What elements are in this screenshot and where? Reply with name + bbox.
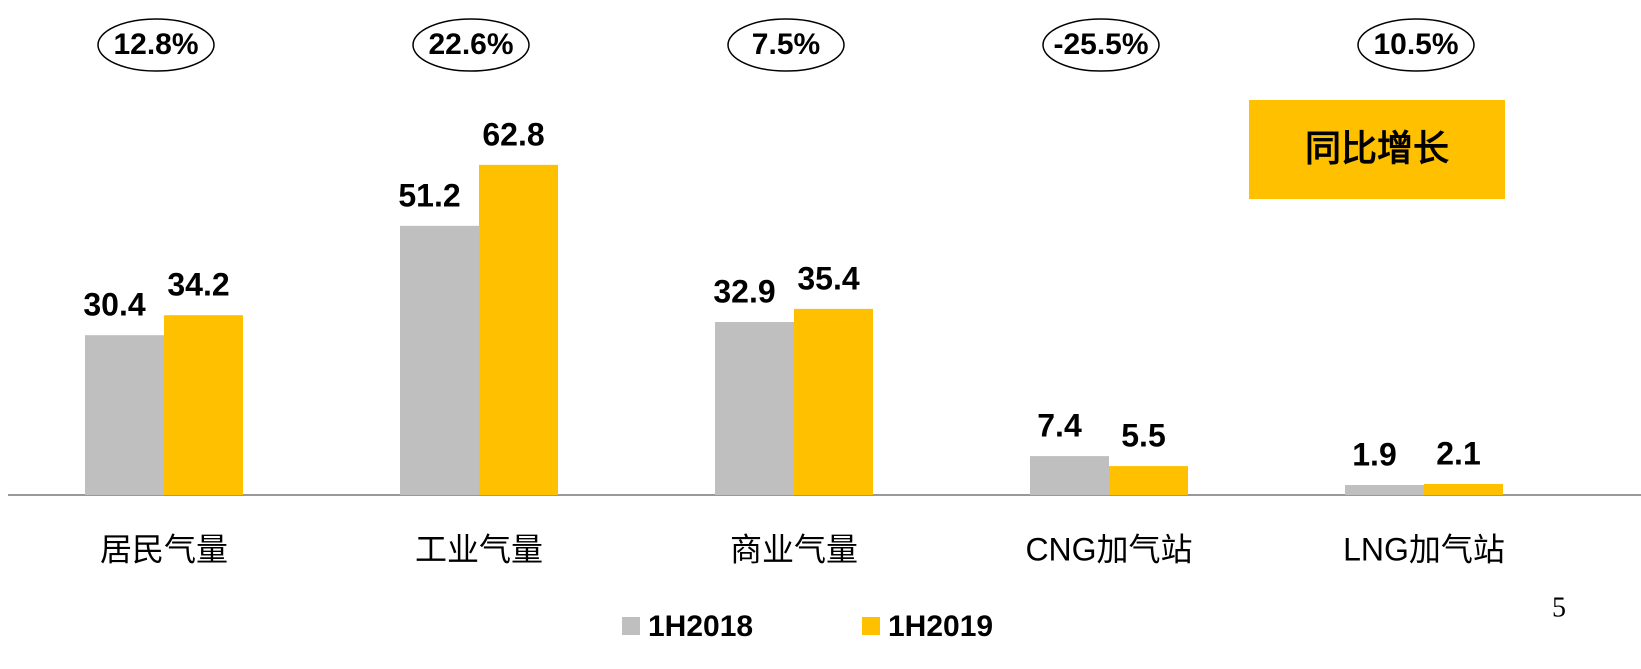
bar bbox=[1030, 456, 1109, 495]
bar bbox=[164, 315, 243, 495]
annotation: 10.5% bbox=[1373, 28, 1458, 61]
legend-label: 1H2019 bbox=[888, 610, 993, 643]
bar bbox=[85, 335, 164, 495]
bar bbox=[400, 225, 479, 495]
x-tick-label: 工业气量 bbox=[415, 531, 543, 567]
x-tick-label: LNG加气站 bbox=[1343, 531, 1505, 567]
bar bbox=[715, 322, 794, 495]
annotation-ellipse bbox=[727, 18, 845, 72]
legend-swatch bbox=[622, 617, 640, 635]
bar bbox=[1424, 483, 1503, 495]
annotation-ellipse bbox=[1357, 18, 1475, 72]
page-number: 5 bbox=[1552, 592, 1566, 623]
legend-label: 1H2018 bbox=[648, 610, 753, 643]
annotation: 7.5% bbox=[752, 28, 820, 61]
bar bbox=[479, 164, 558, 495]
value-label: 34.2 bbox=[167, 267, 229, 303]
bar bbox=[1109, 466, 1188, 495]
bar bbox=[1345, 485, 1424, 495]
legend-swatch bbox=[862, 617, 880, 635]
value-label: 51.2 bbox=[398, 177, 460, 213]
annotation-ellipse bbox=[1042, 18, 1160, 72]
value-label: 32.9 bbox=[713, 273, 775, 309]
annotation-ellipse bbox=[412, 18, 530, 72]
annotation: -25.5% bbox=[1053, 28, 1148, 61]
value-label: 2.1 bbox=[1436, 435, 1480, 471]
value-label: 5.5 bbox=[1121, 418, 1165, 454]
label-box-text: 同比增长 bbox=[1305, 128, 1449, 169]
x-tick-label: 居民气量 bbox=[100, 531, 228, 567]
value-label: 1.9 bbox=[1352, 436, 1396, 472]
annotation: 22.6% bbox=[428, 28, 513, 61]
value-label: 35.4 bbox=[797, 260, 859, 296]
bar bbox=[794, 308, 873, 495]
value-label: 62.8 bbox=[482, 116, 544, 152]
label-box bbox=[1249, 100, 1505, 199]
value-label: 7.4 bbox=[1037, 408, 1082, 444]
annotation: 12.8% bbox=[113, 28, 198, 61]
value-label: 30.4 bbox=[83, 287, 145, 323]
annotation-ellipse bbox=[97, 18, 215, 72]
x-tick-label: 商业气量 bbox=[730, 531, 858, 567]
x-tick-label: CNG加气站 bbox=[1025, 531, 1192, 567]
